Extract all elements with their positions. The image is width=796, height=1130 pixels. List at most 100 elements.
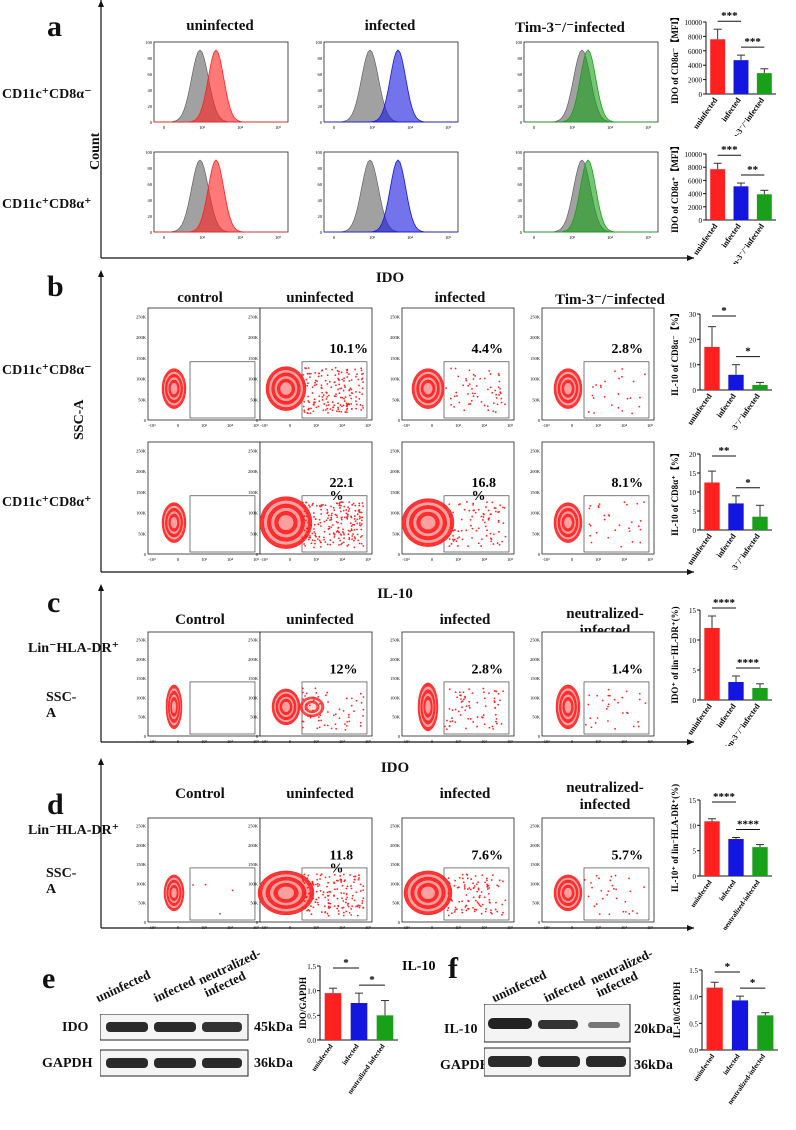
event-dot <box>498 543 501 546</box>
event-dot <box>318 536 321 538</box>
event-dot <box>328 525 331 528</box>
event-dot <box>328 533 331 536</box>
event-dot <box>639 541 642 544</box>
event-dot <box>337 388 340 391</box>
event-dot <box>463 409 466 412</box>
event-dot <box>318 504 321 507</box>
event-dot <box>351 535 354 537</box>
event-dot <box>329 408 332 410</box>
event-dot <box>588 507 591 510</box>
event-dot <box>450 367 452 370</box>
gate-percent: 8.1% <box>611 476 643 491</box>
event-dot <box>637 721 639 723</box>
event-dot <box>341 907 344 909</box>
event-dot <box>348 389 351 392</box>
gate-percent: 2.8% <box>611 342 643 357</box>
event-dot <box>326 691 329 694</box>
dot-xtick: 10³ <box>595 423 602 428</box>
event-dot <box>340 518 343 521</box>
event-dot <box>311 880 314 883</box>
bar-ytick: 0 <box>699 217 703 225</box>
event-dot <box>362 407 365 409</box>
sig-label: **** <box>737 818 760 830</box>
event-dot <box>607 536 610 539</box>
event-dot <box>231 889 234 892</box>
population-contour <box>277 514 295 531</box>
event-dot <box>487 884 490 887</box>
hist-ytick: 100 <box>515 150 523 155</box>
event-dot <box>326 912 329 915</box>
bar-category-label: uninfected <box>691 222 719 257</box>
event-dot <box>356 522 359 525</box>
event-dot <box>465 894 468 896</box>
event-dot <box>595 903 598 905</box>
event-dot <box>307 382 309 385</box>
event-dot <box>339 404 342 406</box>
event-dot <box>483 896 486 899</box>
event-dot <box>497 885 500 888</box>
event-dot <box>310 905 312 907</box>
event-dot <box>315 692 318 694</box>
event-dot <box>346 885 349 888</box>
event-dot <box>303 510 306 513</box>
event-dot <box>317 719 320 722</box>
event-dot <box>479 377 482 380</box>
event-dot <box>327 514 330 517</box>
event-dot <box>610 404 613 407</box>
event-dot <box>497 521 500 523</box>
event-dot <box>595 531 598 534</box>
event-dot <box>611 884 614 887</box>
event-dot <box>307 883 310 886</box>
event-dot <box>644 702 647 705</box>
dot-ytick: 0 <box>538 734 541 739</box>
hist-ytick: 0 <box>150 120 153 125</box>
event-dot <box>340 504 342 507</box>
event-dot <box>332 541 335 544</box>
event-dot <box>486 886 489 888</box>
hist-ytick: 40 <box>518 88 523 93</box>
event-dot <box>470 878 473 880</box>
event-dot <box>637 525 640 528</box>
event-dot <box>599 384 602 387</box>
event-dot <box>618 524 621 527</box>
event-dot <box>331 409 334 412</box>
event-dot <box>322 409 325 412</box>
event-dot <box>358 522 361 524</box>
dot-ytick: 50K <box>392 397 401 402</box>
event-dot <box>615 897 618 900</box>
event-dot <box>632 725 635 728</box>
event-dot <box>466 907 469 910</box>
event-dot <box>591 886 593 889</box>
event-dot <box>359 536 362 538</box>
event-dot <box>311 888 314 891</box>
event-dot <box>345 509 348 511</box>
dot-xtick: 10⁵ <box>253 423 260 428</box>
event-dot <box>362 545 365 547</box>
dot-ytick: 250K <box>530 824 541 829</box>
event-dot <box>323 403 326 405</box>
event-dot <box>307 874 310 877</box>
event-dot <box>340 501 343 503</box>
dot-ytick: 50K <box>392 715 401 720</box>
event-dot <box>318 518 321 521</box>
event-dot <box>324 541 327 543</box>
event-dot <box>334 374 337 377</box>
event-dot <box>592 385 594 388</box>
panel-d-ylabel: SSC- A <box>46 866 77 897</box>
event-dot <box>303 400 306 403</box>
event-dot <box>491 912 493 915</box>
event-dot <box>488 692 490 695</box>
event-dot <box>318 539 321 542</box>
event-dot <box>301 879 304 881</box>
event-dot <box>479 905 482 908</box>
event-dot <box>303 409 306 412</box>
bar-category-label: uninfected <box>691 96 719 131</box>
event-dot <box>359 890 362 892</box>
event-dot <box>481 874 484 877</box>
event-dot <box>342 914 345 917</box>
hist-ytick: 80 <box>318 166 323 171</box>
event-dot <box>346 545 349 547</box>
dot-ytick: 150K <box>248 862 259 867</box>
bar-category-label: infected <box>715 702 738 730</box>
event-dot <box>607 720 609 722</box>
